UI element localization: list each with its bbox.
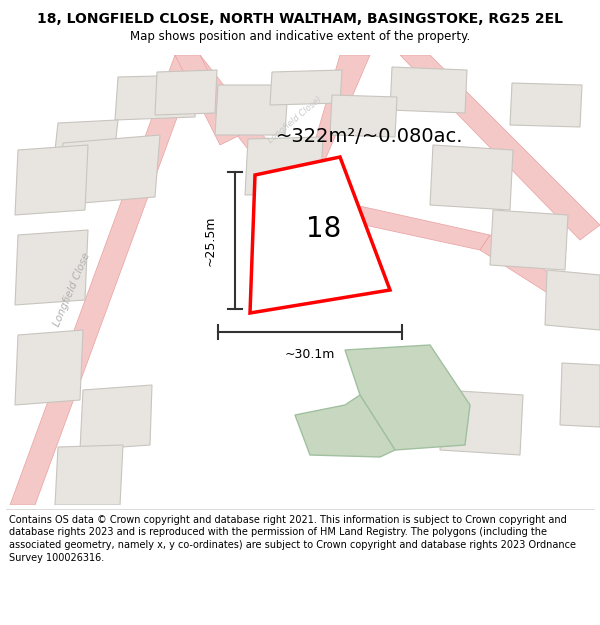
Polygon shape xyxy=(55,445,123,505)
Text: Map shows position and indicative extent of the property.: Map shows position and indicative extent… xyxy=(130,30,470,43)
Text: Contains OS data © Crown copyright and database right 2021. This information is : Contains OS data © Crown copyright and d… xyxy=(9,514,576,563)
Polygon shape xyxy=(345,345,470,450)
Text: ~25.5m: ~25.5m xyxy=(203,215,217,266)
Polygon shape xyxy=(390,67,467,113)
Polygon shape xyxy=(295,55,370,210)
Text: 18, LONGFIELD CLOSE, NORTH WALTHAM, BASINGSTOKE, RG25 2EL: 18, LONGFIELD CLOSE, NORTH WALTHAM, BASI… xyxy=(37,12,563,26)
Polygon shape xyxy=(155,70,217,115)
Polygon shape xyxy=(380,365,442,427)
Polygon shape xyxy=(295,395,395,457)
Polygon shape xyxy=(15,145,88,215)
Polygon shape xyxy=(430,145,513,210)
Polygon shape xyxy=(400,55,600,240)
Polygon shape xyxy=(510,83,582,127)
Polygon shape xyxy=(330,95,397,137)
Polygon shape xyxy=(58,135,160,205)
Polygon shape xyxy=(480,235,600,320)
Polygon shape xyxy=(295,195,490,250)
Polygon shape xyxy=(215,85,288,135)
Polygon shape xyxy=(55,120,118,150)
Text: 18: 18 xyxy=(306,215,341,242)
Text: ~322m²/~0.080ac.: ~322m²/~0.080ac. xyxy=(276,127,464,146)
Polygon shape xyxy=(270,70,342,105)
Text: Longfield Close: Longfield Close xyxy=(52,252,92,328)
Polygon shape xyxy=(490,210,568,270)
Text: Longfield Close): Longfield Close) xyxy=(266,95,323,145)
Polygon shape xyxy=(560,363,600,427)
Polygon shape xyxy=(440,390,523,455)
Polygon shape xyxy=(250,157,390,313)
Text: ~30.1m: ~30.1m xyxy=(285,348,335,361)
Polygon shape xyxy=(80,385,152,450)
Polygon shape xyxy=(115,75,198,120)
Polygon shape xyxy=(245,137,323,195)
Polygon shape xyxy=(15,330,83,405)
Polygon shape xyxy=(175,55,310,210)
Polygon shape xyxy=(10,55,200,505)
Polygon shape xyxy=(175,55,240,145)
Polygon shape xyxy=(545,270,600,330)
Polygon shape xyxy=(15,230,88,305)
